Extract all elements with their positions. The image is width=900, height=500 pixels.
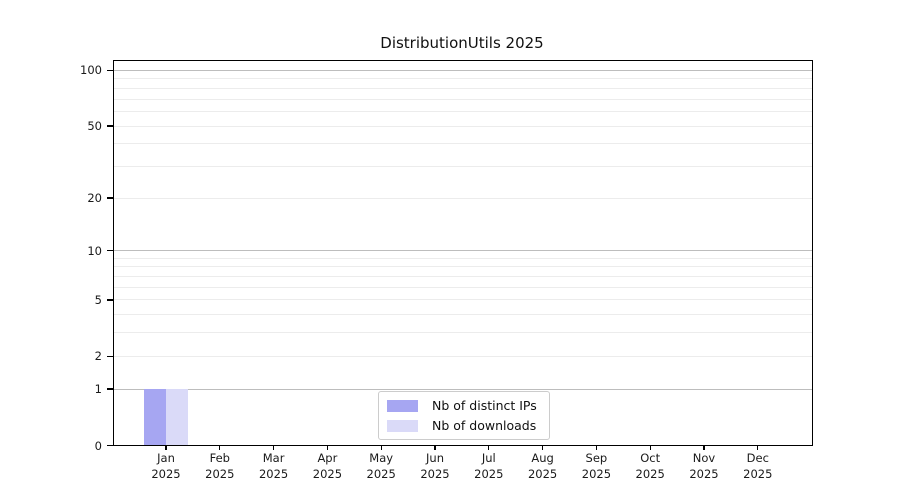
gridline-minor bbox=[114, 266, 812, 268]
x-axis-tick bbox=[272, 445, 275, 450]
legend-item-distinct-ips: Nb of distinct IPs bbox=[387, 398, 537, 413]
chart-title: DistributionUtils 2025 bbox=[380, 34, 544, 52]
x-axis-tick-label: Apr 2025 bbox=[312, 451, 343, 481]
gridline-minor bbox=[114, 314, 812, 316]
x-axis-tick-label: Aug 2025 bbox=[527, 451, 558, 481]
x-axis-tick-label: Feb 2025 bbox=[205, 451, 235, 481]
gridline-minor bbox=[114, 355, 812, 357]
x-axis-tick bbox=[219, 445, 221, 450]
y-axis-tick-label: 5 bbox=[94, 292, 102, 307]
x-axis-tick-label: Jun 2025 bbox=[420, 451, 450, 481]
x-axis-tick bbox=[541, 445, 544, 450]
gridline-minor bbox=[114, 110, 812, 112]
y-axis-tick bbox=[107, 444, 113, 447]
gridline-minor bbox=[114, 125, 812, 127]
x-axis-tick bbox=[595, 445, 598, 450]
gridline-minor bbox=[114, 276, 812, 278]
gridline-minor bbox=[114, 332, 812, 334]
plot-area: Nb of distinct IPs Nb of downloads 0 1 2 5 1… bbox=[80, 60, 813, 481]
y-axis-tick bbox=[107, 69, 113, 72]
y-axis-tick bbox=[107, 299, 113, 301]
y-axis-tick bbox=[107, 355, 113, 357]
bar-distinct-ips bbox=[144, 389, 166, 446]
y-axis-tick-label: 2 bbox=[94, 349, 102, 364]
gridline-minor bbox=[114, 299, 812, 301]
x-axis-tick-label: Jul 2025 bbox=[474, 451, 504, 481]
legend-item-downloads: Nb of downloads bbox=[387, 418, 537, 433]
x-axis-tick-label: Sep 2025 bbox=[581, 451, 612, 481]
y-axis-tick-label: 100 bbox=[80, 63, 102, 78]
bar-downloads bbox=[166, 389, 188, 446]
x-axis-tick bbox=[165, 445, 167, 450]
x-axis-tick bbox=[757, 445, 759, 450]
y-axis-tick-label: 0 bbox=[94, 438, 102, 453]
gridline-minor bbox=[114, 143, 812, 145]
legend-label-downloads: Nb of downloads bbox=[432, 418, 537, 433]
gridline-strong bbox=[114, 250, 812, 252]
y-axis-tick-label: 20 bbox=[87, 191, 102, 206]
gridline-strong bbox=[114, 388, 812, 390]
y-axis-tick bbox=[107, 197, 113, 199]
x-axis-tick-label: May 2025 bbox=[366, 451, 396, 481]
gridline-strong bbox=[114, 69, 812, 71]
x-axis-tick bbox=[326, 445, 329, 450]
y-axis-tick bbox=[107, 125, 113, 127]
y-axis-tick-label: 10 bbox=[87, 243, 102, 258]
x-axis-tick-label: Oct 2025 bbox=[635, 451, 665, 481]
gridline-minor bbox=[114, 78, 812, 80]
x-axis-tick-label: Mar 2025 bbox=[258, 451, 289, 481]
x-axis-tick-label: Nov 2025 bbox=[689, 451, 719, 481]
y-axis-tick bbox=[107, 249, 113, 252]
gridline-minor bbox=[114, 257, 812, 259]
gridline-minor bbox=[114, 286, 812, 288]
x-axis-tick bbox=[703, 445, 705, 450]
x-axis-tick bbox=[434, 445, 436, 450]
gridline-minor bbox=[114, 165, 812, 167]
gridline-minor bbox=[114, 197, 812, 199]
x-axis-tick bbox=[380, 445, 382, 450]
x-axis-tick-label: Jan 2025 bbox=[151, 451, 181, 481]
legend-label-distinct-ips: Nb of distinct IPs bbox=[432, 398, 537, 413]
y-axis-tick bbox=[107, 388, 113, 390]
y-axis-tick-label: 50 bbox=[87, 119, 102, 133]
legend-swatch-distinct-ips bbox=[387, 399, 418, 412]
legend: Nb of distinct IPs Nb of downloads bbox=[378, 391, 550, 440]
x-axis-tick bbox=[649, 445, 651, 450]
legend-swatch-downloads bbox=[387, 419, 418, 432]
gridline-minor bbox=[114, 87, 812, 89]
x-axis-tick bbox=[488, 445, 490, 450]
y-axis-tick-label: 1 bbox=[94, 382, 102, 397]
x-axis-tick-label: Dec 2025 bbox=[743, 451, 773, 481]
gridline-minor bbox=[114, 98, 812, 100]
